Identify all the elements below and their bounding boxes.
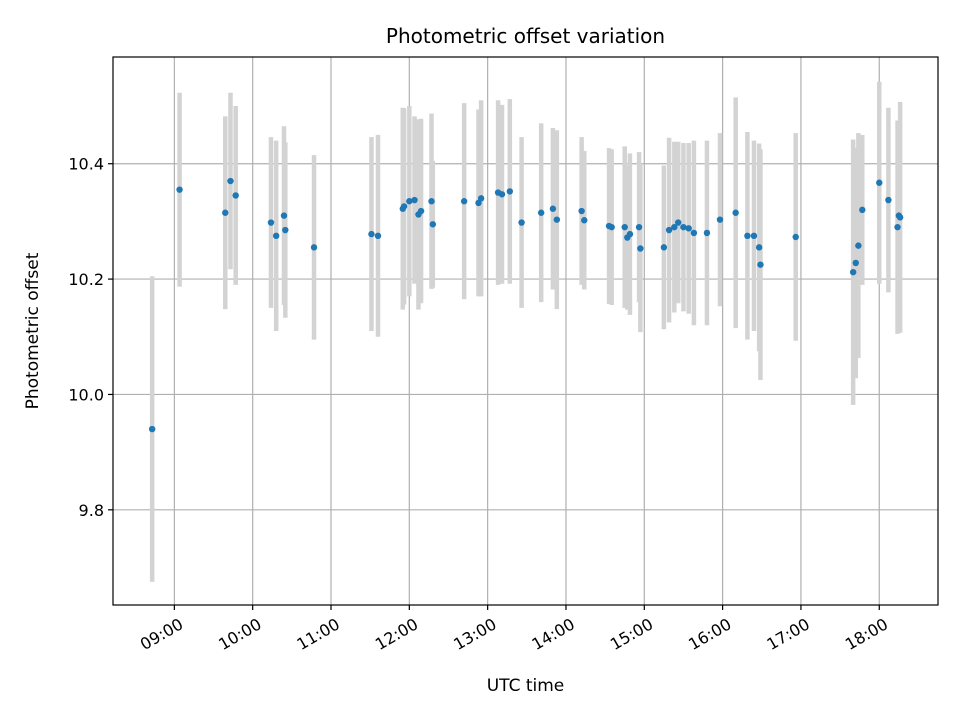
data-point (608, 223, 615, 231)
data-point (368, 230, 375, 238)
x-tick-label: 16:00 (685, 614, 734, 654)
data-point (537, 209, 545, 216)
data-point (744, 232, 751, 240)
data-point (716, 216, 724, 223)
data-point (635, 223, 643, 231)
data-point (148, 425, 156, 433)
y-axis-ticks: 9.8 10.0 10.2 10.4 (68, 155, 113, 520)
data-point (894, 223, 901, 231)
data-point (859, 206, 866, 214)
data-point (755, 244, 763, 251)
data-point (703, 229, 711, 237)
data-point (549, 205, 557, 212)
data-point (477, 195, 485, 202)
data-point (267, 219, 275, 226)
data-point (750, 232, 758, 240)
data-point (282, 226, 289, 234)
data-point (732, 209, 739, 216)
data-point (400, 203, 408, 210)
y-axis-label: Photometric offset (23, 252, 43, 409)
x-tick-label: 18:00 (842, 614, 891, 654)
data-point (792, 233, 799, 241)
data-point (757, 261, 764, 268)
data-point (406, 198, 413, 205)
error-bars (149, 81, 903, 582)
data-point (852, 259, 859, 267)
data-point (685, 225, 692, 232)
data-point (665, 226, 673, 234)
data-point (637, 245, 644, 252)
data-point (660, 244, 668, 251)
x-tick-label: 09:00 (137, 614, 186, 654)
y-tick-label: 10.0 (68, 385, 104, 404)
data-point (855, 242, 862, 249)
data-point (581, 217, 588, 224)
x-tick-label: 14:00 (529, 614, 578, 654)
y-tick-label: 10.4 (68, 155, 104, 174)
data-points (148, 177, 904, 433)
data-point (896, 214, 904, 221)
x-tick-label: 15:00 (607, 614, 656, 654)
data-point (671, 223, 678, 231)
chart-title: Photometric offset variation (386, 24, 665, 48)
data-point (222, 209, 229, 216)
data-point (176, 186, 183, 193)
data-point (518, 219, 525, 226)
data-point (272, 232, 280, 240)
x-tick-label: 17:00 (764, 614, 813, 654)
x-tick-label: 10:00 (215, 614, 264, 654)
x-tick-label: 12:00 (372, 614, 421, 654)
data-point (232, 192, 239, 199)
data-point (849, 268, 857, 276)
data-point (680, 223, 687, 231)
data-point (280, 212, 288, 219)
data-point (417, 207, 425, 215)
data-point (675, 219, 682, 226)
x-axis-label: UTC time (487, 676, 565, 696)
data-point (885, 196, 892, 204)
x-tick-label: 13:00 (450, 614, 499, 654)
data-point (506, 188, 514, 195)
data-point (428, 198, 435, 205)
plot-frame (112, 56, 939, 606)
y-tick-label: 9.8 (79, 501, 104, 520)
data-point (578, 207, 585, 215)
data-point (460, 198, 468, 205)
x-axis-ticks: 09:00 10:00 11:00 12:00 13:00 14:00 15:00 16:00… (137, 605, 891, 654)
data-point (374, 232, 382, 240)
data-point (310, 244, 318, 251)
data-point (553, 216, 561, 223)
data-point (429, 221, 437, 228)
grid (113, 57, 938, 605)
data-point (498, 191, 506, 198)
data-point (227, 177, 234, 185)
data-point (621, 223, 628, 231)
data-point (690, 229, 698, 237)
y-tick-label: 10.2 (68, 270, 104, 289)
data-point (626, 230, 634, 238)
data-point (876, 179, 883, 186)
x-tick-label: 11:00 (294, 614, 343, 654)
data-point (411, 196, 418, 204)
